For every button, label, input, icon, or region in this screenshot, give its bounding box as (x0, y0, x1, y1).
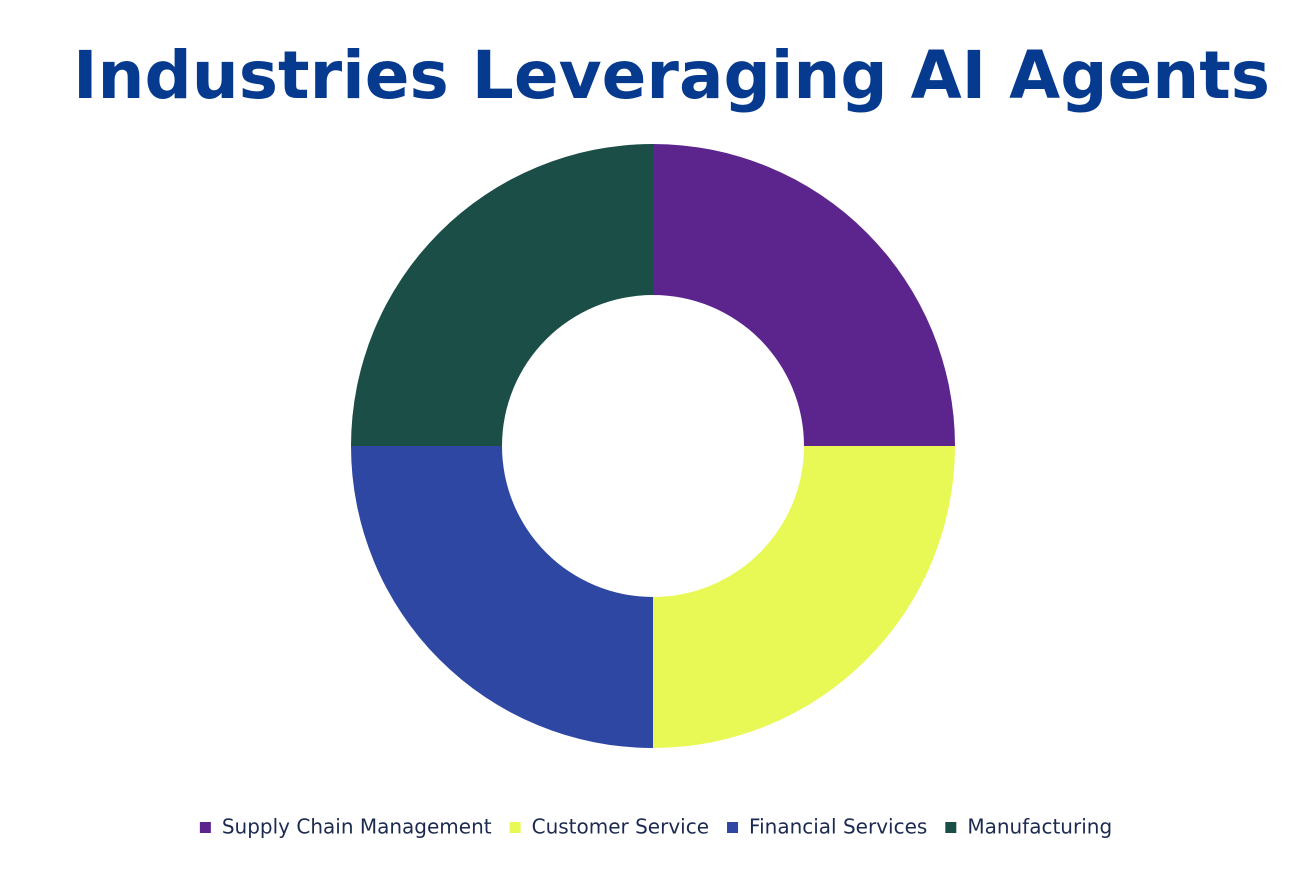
legend-swatch (199, 822, 211, 833)
donut (351, 144, 955, 748)
legend-label: Customer Service (532, 815, 709, 839)
legend-label: Manufacturing (967, 815, 1112, 839)
slice (351, 144, 653, 446)
legend-label: Supply Chain Management (222, 815, 492, 839)
legend-swatch (727, 822, 739, 833)
slice (653, 446, 955, 748)
legend-swatch (945, 822, 957, 833)
slice (351, 446, 653, 748)
legend-swatch (509, 822, 521, 833)
legend-label: Financial Services (749, 815, 927, 839)
chart-title: Industries Leveraging AI Agents (73, 37, 1270, 114)
legend: Supply Chain Management Customer Service F… (199, 815, 1112, 839)
slice (653, 144, 955, 446)
